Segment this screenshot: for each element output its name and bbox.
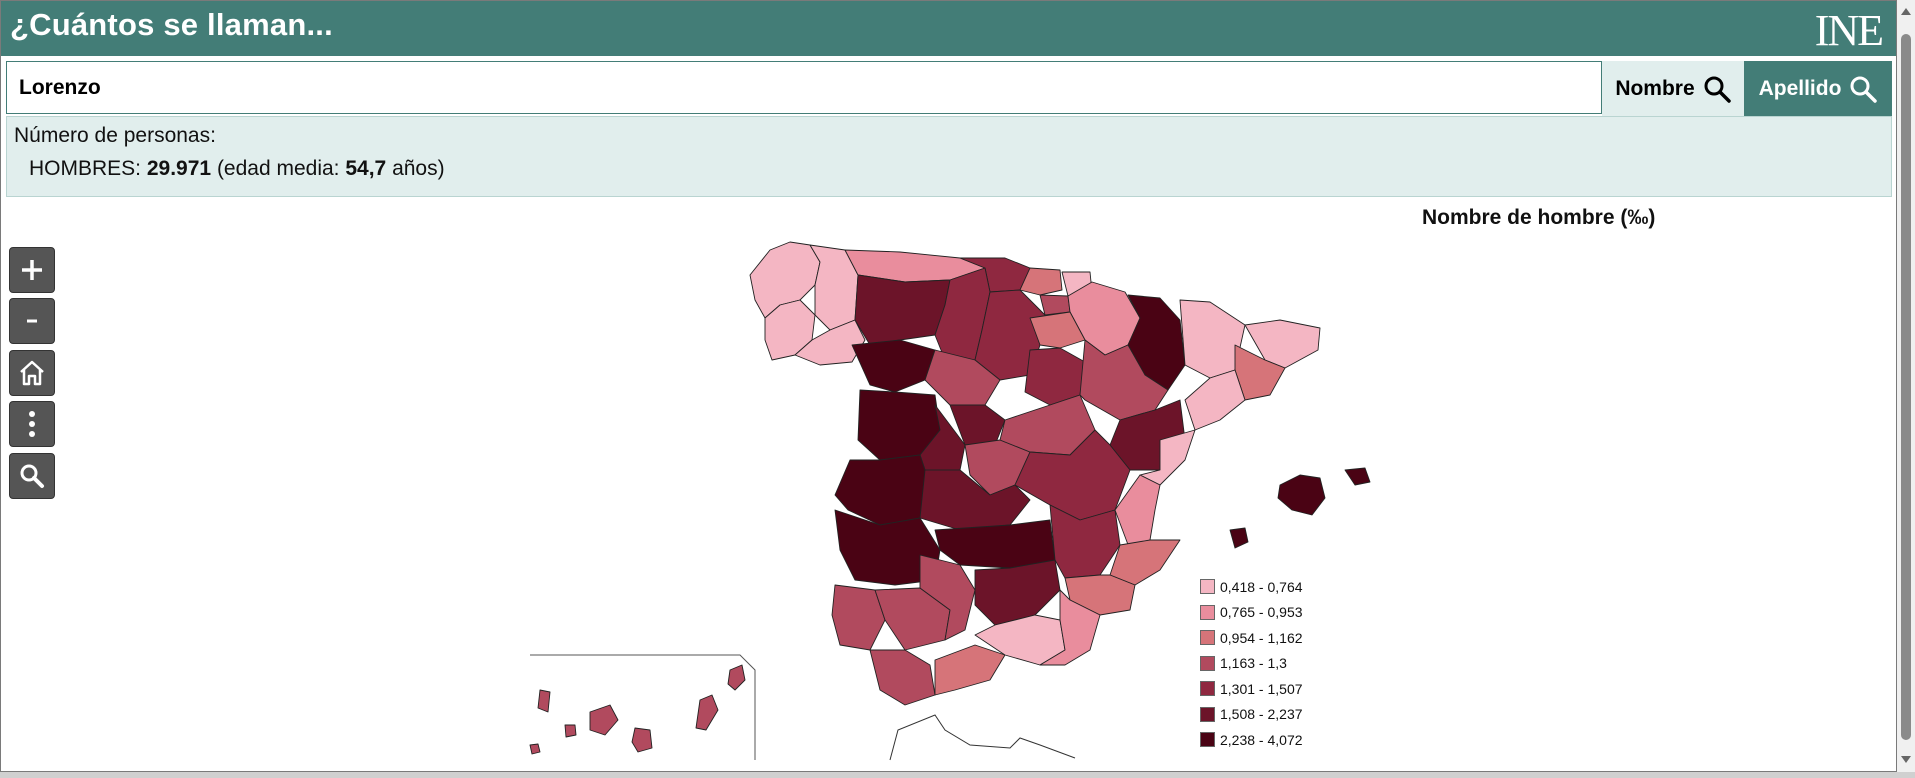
search-row: Nombre Apellido: [6, 61, 1892, 116]
bottom-edge: [0, 772, 1915, 778]
legend-label: 0,418 - 0,764: [1220, 578, 1303, 595]
legend-label: 0,954 - 1,162: [1220, 629, 1303, 646]
age-prefix: (edad media:: [216, 157, 340, 180]
scroll-up-arrow-icon[interactable]: [1901, 8, 1911, 15]
legend-item: 1,508 - 2,237: [1200, 702, 1303, 728]
province-jaen[interactable]: [974, 559, 1061, 626]
legend-item: 1,301 - 1,507: [1200, 676, 1303, 702]
legend-swatch: [1200, 681, 1215, 697]
men-count-line: HOMBRES: 29.971 (edad media: 54,7 años): [29, 157, 445, 181]
province-la-rioja[interactable]: [1029, 311, 1086, 349]
province-zamora[interactable]: [851, 339, 936, 393]
apellido-button-label: Apellido: [1758, 76, 1842, 100]
province-segovia[interactable]: [949, 404, 1006, 446]
legend-item: 2,238 - 4,072: [1200, 727, 1303, 753]
legend-item: 0,418 - 0,764: [1200, 574, 1303, 600]
average-age: 54,7: [345, 157, 387, 180]
legend-swatch: [1200, 630, 1215, 646]
province-baleares[interactable]: [1229, 467, 1371, 549]
province-alicante[interactable]: [1109, 539, 1181, 586]
nombre-button-label: Nombre: [1615, 76, 1695, 100]
province-tarragona[interactable]: [1184, 369, 1246, 431]
results-panel: Número de personas: HOMBRES: 29.971 (eda…: [6, 116, 1892, 197]
men-count: 29.971: [146, 157, 212, 180]
province-toledo[interactable]: [899, 469, 1031, 531]
legend-swatch: [1200, 706, 1215, 722]
name-search-input[interactable]: [6, 61, 1602, 114]
zoom-in-button[interactable]: [9, 247, 55, 293]
north-africa-outline: [889, 714, 1076, 761]
search-icon: [20, 464, 44, 488]
legend-swatch: [1200, 579, 1215, 595]
province-cordoba[interactable]: [919, 554, 976, 641]
more-vertical-icon: [29, 411, 35, 437]
legend-item: 0,954 - 1,162: [1200, 625, 1303, 651]
legend-label: 1,508 - 2,237: [1220, 706, 1303, 723]
province-alava[interactable]: [1039, 294, 1071, 316]
gender-label: HOMBRES:: [29, 157, 142, 180]
plus-icon: [22, 260, 42, 280]
map-search-button[interactable]: [9, 453, 55, 499]
map-legend: 0,418 - 0,764 0,765 - 0,953 0,954 - 1,16…: [1200, 574, 1303, 753]
people-count-label: Número de personas:: [14, 124, 216, 147]
province-cadiz[interactable]: [869, 649, 936, 706]
app-title: ¿Cuántos se llaman...: [10, 7, 333, 42]
legend-item: 0,765 - 0,953: [1200, 600, 1303, 626]
legend-swatch: [1200, 732, 1215, 748]
legend-label: 0,765 - 0,953: [1220, 604, 1303, 621]
province-albacete[interactable]: [1049, 504, 1121, 579]
canarias-inset-frame: [530, 654, 756, 760]
legend-swatch: [1200, 655, 1215, 671]
province-cuenca[interactable]: [1014, 429, 1131, 521]
vertical-scrollbar[interactable]: [1897, 0, 1915, 772]
legend-swatch: [1200, 604, 1215, 620]
province-canarias[interactable]: [529, 664, 746, 755]
province-bizkaia[interactable]: [1019, 267, 1063, 296]
scroll-down-arrow-icon[interactable]: [1901, 756, 1911, 763]
province-almeria[interactable]: [1039, 589, 1101, 666]
more-options-button[interactable]: [9, 401, 55, 447]
map-title: Nombre de hombre (‰): [1422, 206, 1656, 229]
province-malaga[interactable]: [934, 644, 1006, 696]
scroll-thumb[interactable]: [1901, 34, 1911, 740]
search-by-apellido-button[interactable]: Apellido: [1744, 61, 1892, 116]
zoom-out-button[interactable]: [9, 298, 55, 344]
legend-label: 2,238 - 4,072: [1220, 731, 1303, 748]
legend-label: 1,301 - 1,507: [1220, 680, 1303, 697]
minus-icon: [27, 319, 37, 323]
search-icon: [1850, 76, 1878, 103]
legend-label: 1,163 - 1,3: [1220, 655, 1287, 672]
header-bar: ¿Cuántos se llaman... INE: [1, 1, 1896, 56]
home-icon: [20, 360, 44, 386]
search-by-nombre-button[interactable]: Nombre: [1602, 61, 1744, 116]
age-suffix-text: años): [392, 157, 445, 180]
ine-logo: INE: [1814, 6, 1884, 55]
home-view-button[interactable]: [9, 350, 55, 396]
search-icon: [1704, 76, 1731, 103]
province-zaragoza[interactable]: [1079, 339, 1169, 421]
legend-item: 1,163 - 1,3: [1200, 651, 1303, 677]
